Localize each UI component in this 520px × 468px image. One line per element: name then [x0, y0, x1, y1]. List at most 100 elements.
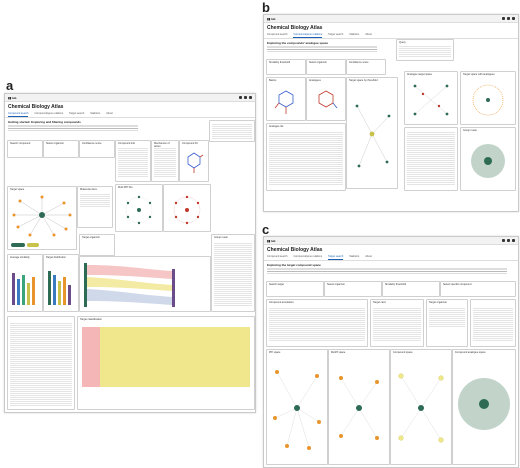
tab-relations[interactable]: Compound/gene relations [34, 112, 64, 115]
card-c-extra [470, 299, 516, 347]
molecule-structure [187, 152, 204, 173]
app-title: Chemical Biology Atlas [8, 104, 64, 110]
card-c-organism[interactable]: Select organism [324, 281, 382, 297]
screenshot-a: ▮▮ lab Chemical Biology Atlas Compound s… [4, 93, 256, 413]
card-b-analogue-target[interactable]: Analogue target space [404, 71, 458, 125]
analogue-space-network[interactable] [455, 364, 513, 444]
card-compound-hit: Compound hit [179, 140, 209, 182]
card-c-target-organism: Target organism [426, 299, 468, 347]
classification-yellow-area [100, 327, 250, 387]
card-c-analogue-space[interactable]: Compound analogue space [452, 349, 516, 465]
tab-c-2[interactable]: Target search [328, 255, 344, 260]
dense-network[interactable] [467, 136, 509, 186]
tab-about[interactable]: About [106, 112, 113, 115]
tab-c-4[interactable]: About [365, 255, 372, 258]
tab-c-3[interactable]: Statistics [349, 255, 360, 258]
card-target-organism: Target organism [79, 234, 115, 256]
ppi-network[interactable] [120, 193, 158, 227]
target-network[interactable] [10, 193, 74, 239]
card-network-2[interactable] [163, 184, 211, 232]
card-b-analogue-list[interactable]: Analogue list [266, 123, 346, 191]
topbar-c: ▮▮ lab [264, 237, 518, 245]
card-side-info [209, 120, 255, 142]
tab-b-2[interactable]: Target search [328, 33, 344, 36]
tab-b-4[interactable]: About [365, 33, 372, 36]
similarity-bars [12, 273, 35, 305]
mesh-network[interactable] [331, 358, 387, 458]
card-c-ppi[interactable]: PPI space [266, 349, 328, 465]
tab-compound-search[interactable]: Compound search [8, 112, 29, 117]
basics-molecule [274, 90, 294, 114]
tab-b-1[interactable]: Compound/gene relations [293, 33, 323, 38]
card-b-target-analogues[interactable]: Target space with analogues [460, 71, 516, 125]
threshold-network[interactable] [349, 86, 395, 182]
card-b-query: Query [396, 39, 454, 61]
card-c-search-target[interactable]: Search target [266, 281, 324, 297]
card-select-organism[interactable]: Select organism [43, 140, 79, 158]
ppi-space-network[interactable] [269, 358, 325, 458]
card-average-similarity: Average similarity [7, 254, 43, 312]
card-list[interactable] [7, 316, 75, 410]
card-b-list-2[interactable] [404, 127, 458, 191]
card-c-compound[interactable]: Select specific compound [440, 281, 516, 297]
compound-space-network[interactable] [393, 358, 449, 458]
logo-b: ▮▮ lab [267, 16, 276, 21]
card-b-basics: Basics [266, 77, 306, 121]
card-c-similarity[interactable]: Similarity threshold [382, 281, 440, 297]
card-mechanism: Mechanism of action [151, 140, 179, 182]
intro-text [8, 125, 138, 131]
app-title-b: Chemical Biology Atlas [267, 25, 323, 31]
filter-chip-2[interactable] [27, 243, 39, 247]
toolbar-icons-c[interactable] [502, 239, 515, 242]
analogue-target-network[interactable] [409, 80, 453, 120]
intro-heading: Getting started: Exploring and filtering… [8, 120, 81, 124]
card-c-compound-space[interactable]: Compound space [390, 349, 452, 465]
tab-b-0[interactable]: Compound search [267, 33, 288, 36]
card-molecular-docs: Molecular docs [77, 186, 113, 228]
card-b-similarity[interactable]: Similarity threshold [266, 59, 306, 75]
card-target-classification[interactable]: Target classification [77, 316, 255, 410]
tab-statistics[interactable]: Statistics [90, 112, 101, 115]
card-c-mesh[interactable]: MeSH space [328, 349, 390, 465]
tab-bar[interactable]: Compound search Compound/gene relations … [5, 111, 255, 118]
intro-heading-c: Exploring the target compound space [267, 263, 321, 267]
card-search-compound[interactable]: Search compound [7, 140, 43, 158]
classification-pink-area [82, 327, 100, 387]
tab-bar-c[interactable]: Compound search Compound/gene relations … [264, 254, 518, 261]
card-group-mean: Group mean [211, 234, 255, 312]
toolbar-icons-b[interactable] [502, 17, 515, 20]
topbar-b: ▮▮ lab [264, 15, 518, 23]
screenshot-c: ▮▮ lab Chemical Biology Atlas Compound s… [263, 236, 519, 468]
card-b-confidence[interactable]: Confidence score [346, 59, 386, 75]
card-confidence[interactable]: Confidence score [79, 140, 115, 158]
card-c-annotation[interactable]: Compound annotation [266, 299, 368, 347]
tab-b-3[interactable]: Statistics [349, 33, 360, 36]
card-b-analogues: Analogues [306, 77, 346, 121]
toolbar-icons[interactable] [238, 96, 252, 99]
analogue-ring-network[interactable] [465, 80, 511, 120]
card-multi-ppi[interactable]: Multi PPI hits [115, 184, 163, 232]
card-compound-info: Compound info [115, 140, 151, 182]
tab-c-1[interactable]: Compound/gene relations [293, 255, 323, 258]
tab-bar-b[interactable]: Compound search Compound/gene relations … [264, 32, 518, 39]
card-b-organism[interactable]: Select organism [306, 59, 346, 75]
filter-chip[interactable] [11, 243, 25, 247]
panel-label-c: c [262, 222, 270, 237]
card-target-space[interactable]: Target space [7, 186, 77, 250]
tab-c-0[interactable]: Compound search [267, 255, 288, 258]
card-c-target-card: Target card [370, 299, 424, 347]
card-b-group-mean[interactable]: Group mean [460, 127, 516, 191]
card-b-target-space[interactable]: Target space by threshold [346, 77, 398, 189]
card-sankey[interactable] [79, 256, 211, 312]
screenshot-b: ▮▮ lab Chemical Biology Atlas Compound s… [263, 14, 519, 212]
red-network[interactable] [168, 193, 206, 227]
tab-target-search[interactable]: Target search [69, 112, 85, 115]
sankey-diagram[interactable] [82, 261, 208, 309]
app-title-c: Chemical Biology Atlas [267, 247, 323, 253]
card-target-distribution: Target distribution [43, 254, 79, 312]
intro-heading-b: Exploring the compounds' analogue space [267, 41, 329, 45]
intro-text-b [267, 46, 377, 52]
panel-label-a: a [6, 78, 14, 93]
logo-c: ▮▮ lab [267, 238, 276, 243]
analogue-molecule [318, 90, 338, 109]
